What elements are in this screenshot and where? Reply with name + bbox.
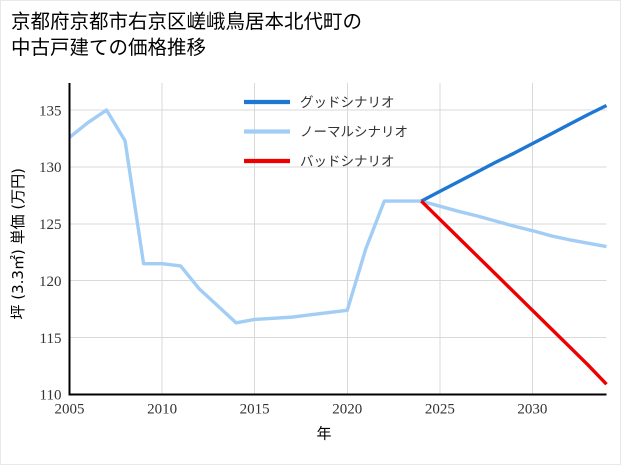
series-line-normal bbox=[68, 108, 607, 325]
legend-label-normal[interactable]: ノーマルシナリオ bbox=[300, 125, 408, 141]
y-axis-title: 坪 (3.3㎡) 単価 (万円) bbox=[9, 168, 27, 320]
y-tick-label: 115 bbox=[40, 331, 62, 347]
x-tick-label: 2020 bbox=[332, 402, 362, 418]
y-tick-label: 120 bbox=[39, 274, 62, 290]
axes bbox=[68, 83, 607, 396]
y-tick-label: 130 bbox=[39, 160, 62, 176]
tick-labels: 110 115 120 125 130 135 2005 2010 2015 2020 2025 20… bbox=[39, 103, 547, 417]
x-tick-label: 2015 bbox=[240, 402, 270, 418]
x-tick-label: 2005 bbox=[55, 402, 85, 418]
series-line-good bbox=[420, 103, 608, 203]
x-tick-label: 2010 bbox=[147, 402, 177, 418]
axis-titles: 年 坪 (3.3㎡) 単価 (万円) bbox=[9, 168, 332, 443]
gridlines bbox=[69, 83, 607, 395]
x-axis-title: 年 bbox=[316, 425, 331, 443]
page-title: 京都府京都市右京区嵯峨鳥居本北代町の 中古戸建ての価格推移 bbox=[11, 10, 363, 59]
series-line-bad bbox=[420, 199, 608, 386]
legend-label-bad[interactable]: バッドシナリオ bbox=[300, 154, 395, 170]
y-tick-label: 125 bbox=[39, 217, 62, 233]
y-tick-label: 135 bbox=[39, 103, 62, 119]
series-layer bbox=[68, 103, 608, 386]
legend-label-good[interactable]: グッドシナリオ bbox=[300, 95, 395, 111]
x-tick-label: 2030 bbox=[517, 402, 547, 418]
y-tick-label: 110 bbox=[40, 388, 62, 404]
x-tick-label: 2025 bbox=[425, 402, 455, 418]
